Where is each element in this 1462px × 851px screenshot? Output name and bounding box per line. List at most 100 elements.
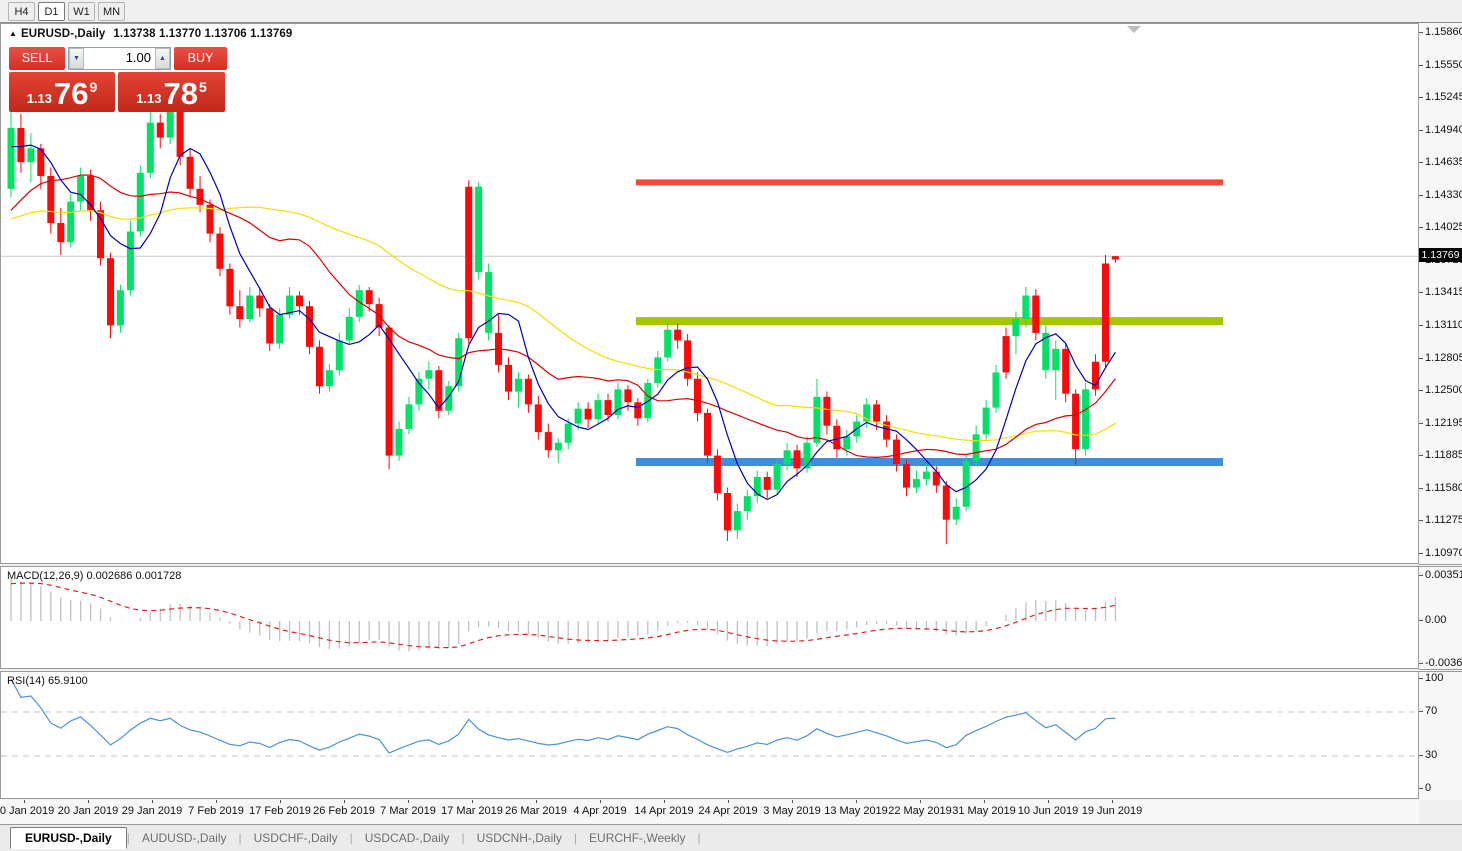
date-tick xyxy=(24,800,25,803)
date-label: 14 Apr 2019 xyxy=(634,805,694,817)
date-tick xyxy=(536,800,537,803)
date-label: 10 Jan 2019 xyxy=(0,805,55,817)
date-tick xyxy=(216,800,217,803)
price-axis-label: 1.14635 xyxy=(1419,156,1462,168)
price-axis-label: 1.10970 xyxy=(1419,547,1462,559)
date-label: 13 May 2019 xyxy=(824,805,888,817)
date-label: 31 May 2019 xyxy=(952,805,1016,817)
buy-price-big: 78 xyxy=(163,76,198,111)
symbol-title: EURUSD-,Daily xyxy=(21,28,106,40)
timeframe-toolbar: H4 D1 W1 MN xyxy=(0,0,1462,23)
price-axis-label: 1.14940 xyxy=(1419,124,1462,136)
buy-button[interactable]: BUY xyxy=(174,47,227,70)
volume-input[interactable]: 1.00 xyxy=(125,50,151,65)
one-click-trade-panel: SELL ▼ 1.00 ▲ BUY 1.13 76 9 1.13 78 5 xyxy=(9,47,227,112)
macd-axis-label: 0.00 xyxy=(1418,614,1447,626)
date-label: 17 Feb 2019 xyxy=(249,805,311,817)
timeframe-button-h4[interactable]: H4 xyxy=(8,2,35,21)
chart-tab-bar: EURUSD-,Daily | AUDUSD-,Daily | USDCHF-,Dail… xyxy=(0,824,1462,851)
price-axis-label: 1.11885 xyxy=(1419,449,1462,462)
date-tick xyxy=(344,800,345,803)
price-axis[interactable]: 1.15860 1.15550 1.15245 1.14940 1.14635 1.143… xyxy=(1418,23,1462,800)
tab-separator: | xyxy=(349,831,353,845)
sell-price-quote[interactable]: 1.13 76 9 xyxy=(9,72,115,112)
volume-increase-icon[interactable]: ▲ xyxy=(155,48,170,69)
date-label: 4 Apr 2019 xyxy=(573,805,627,817)
price-axis-label: 1.15245 xyxy=(1419,91,1462,103)
tab-eurusd-daily[interactable]: EURUSD-,Daily xyxy=(10,827,127,849)
date-tick xyxy=(792,800,793,803)
tab-eurchf-weekly[interactable]: EURCHF-,Weekly xyxy=(589,831,686,845)
collapse-panel-icon[interactable]: ▲ xyxy=(9,29,18,38)
macd-axis-label: 0.003518 xyxy=(1419,569,1462,581)
date-label: 7 Feb 2019 xyxy=(188,805,244,817)
candlestick-chart-canvas[interactable] xyxy=(1,24,1418,563)
date-tick xyxy=(728,800,729,803)
date-tick xyxy=(664,800,665,803)
timeframe-button-w1[interactable]: W1 xyxy=(68,2,95,21)
rsi-axis-label: 30 xyxy=(1418,749,1438,761)
date-label: 26 Mar 2019 xyxy=(505,805,567,817)
price-axis-label: 1.12805 xyxy=(1419,352,1462,364)
date-tick xyxy=(408,800,409,803)
sell-price-prefix: 1.13 xyxy=(26,91,53,106)
date-tick xyxy=(856,800,857,803)
macd-axis-label: -0.00367 xyxy=(1418,657,1462,669)
date-tick xyxy=(1048,800,1049,803)
macd-signal-value: 0.001728 xyxy=(135,570,182,582)
price-axis-label: 1.13110 xyxy=(1419,318,1462,331)
macd-indicator-pane[interactable]: MACD(12,26,9) 0.002686 0.001728 xyxy=(0,566,1419,669)
date-label: 17 Mar 2019 xyxy=(441,805,503,817)
rsi-axis-label: 100 xyxy=(1418,672,1444,684)
date-label: 24 Apr 2019 xyxy=(698,805,758,817)
date-tick xyxy=(472,800,473,803)
buy-price-quote[interactable]: 1.13 78 5 xyxy=(118,72,225,112)
price-chart-pane[interactable]: ▲ EURUSD-,Daily 1.13738 1.13770 1.13706 1.… xyxy=(0,23,1419,564)
date-label: 22 May 2019 xyxy=(888,805,952,817)
date-label: 26 Feb 2019 xyxy=(313,805,375,817)
date-label: 10 Jun 2019 xyxy=(1017,805,1079,817)
sell-price-big: 76 xyxy=(54,76,89,111)
price-axis-label: 1.15550 xyxy=(1419,59,1462,71)
price-axis-label: 1.12195 xyxy=(1419,417,1462,429)
volume-decrease-icon[interactable]: ▼ xyxy=(69,48,84,69)
date-tick xyxy=(88,800,89,803)
rsi-label: RSI(14) 65.9100 xyxy=(7,675,88,687)
date-label: 29 Jan 2019 xyxy=(121,805,183,817)
rsi-value: 65.9100 xyxy=(47,675,88,687)
tab-usdcnh-daily[interactable]: USDCNH-,Daily xyxy=(476,831,562,845)
date-tick xyxy=(600,800,601,803)
tab-audusd-daily[interactable]: AUDUSD-,Daily xyxy=(141,831,227,845)
current-price-tag: 1.13769 xyxy=(1419,248,1462,262)
date-tick xyxy=(1112,800,1113,803)
date-tick xyxy=(920,800,921,803)
macd-label: MACD(12,26,9) 0.002686 0.001728 xyxy=(7,570,182,582)
volume-box: ▼ 1.00 ▲ xyxy=(68,47,171,70)
date-label: 20 Jan 2019 xyxy=(57,805,119,817)
sell-button[interactable]: SELL xyxy=(9,47,65,70)
rsi-indicator-pane[interactable]: RSI(14) 65.9100 xyxy=(0,671,1419,799)
date-tick xyxy=(984,800,985,803)
rsi-canvas[interactable] xyxy=(1,672,1418,798)
price-axis-label: 1.14025 xyxy=(1419,221,1462,233)
rsi-axis-label: 70 xyxy=(1418,705,1438,717)
tab-separator: | xyxy=(238,831,242,845)
price-axis-label: 1.15860 xyxy=(1419,26,1462,38)
price-axis-label: 1.11275 xyxy=(1419,514,1462,527)
tab-usdcad-daily[interactable]: USDCAD-,Daily xyxy=(364,831,450,845)
date-label: 19 Jun 2019 xyxy=(1081,805,1143,817)
chart-shift-marker-icon[interactable] xyxy=(1127,26,1141,33)
tab-separator: | xyxy=(697,831,701,845)
macd-canvas[interactable] xyxy=(1,567,1418,668)
timeframe-button-d1[interactable]: D1 xyxy=(38,2,65,21)
rsi-axis-label: 0 xyxy=(1418,782,1432,794)
tab-usdchf-daily[interactable]: USDCHF-,Daily xyxy=(253,831,338,845)
buy-price-pip: 5 xyxy=(199,79,207,95)
date-tick xyxy=(280,800,281,803)
ohlc-values: 1.13738 1.13770 1.13706 1.13769 xyxy=(113,28,293,40)
tab-separator: | xyxy=(461,831,465,845)
timeframe-button-mn[interactable]: MN xyxy=(98,2,126,21)
macd-main-value: 0.002686 xyxy=(86,570,133,582)
date-tick xyxy=(152,800,153,803)
